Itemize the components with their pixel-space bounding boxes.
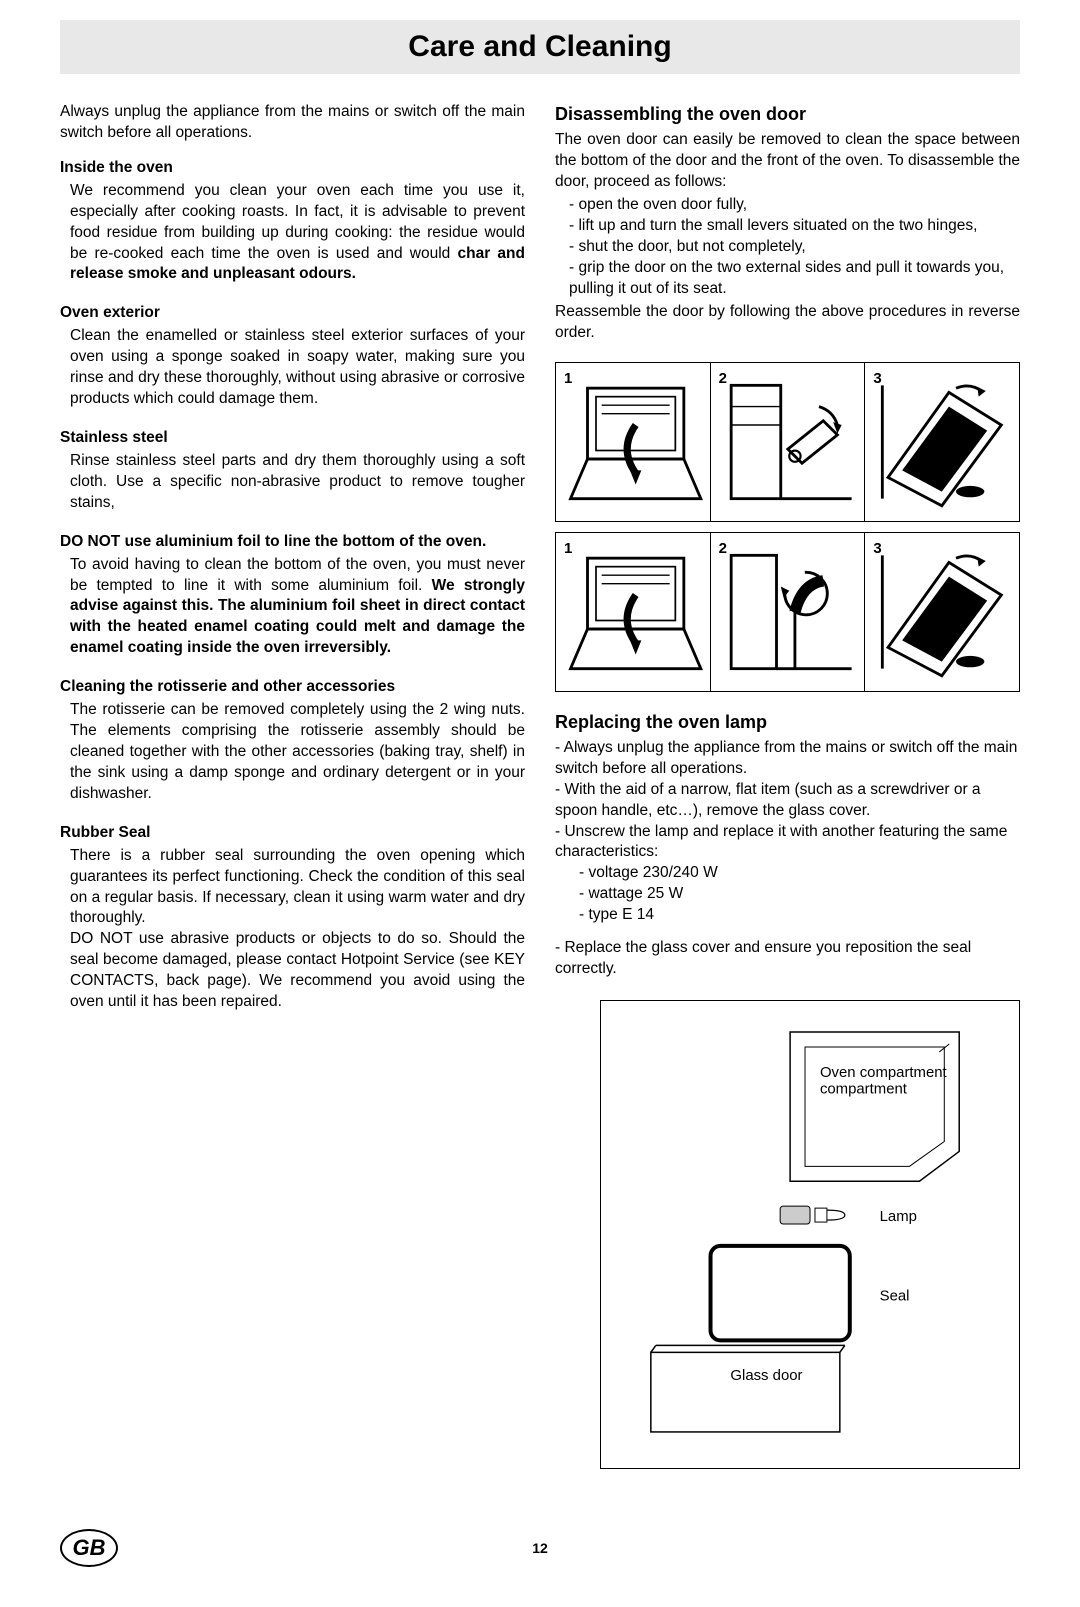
- text-rubber-seal: There is a rubber seal surrounding the o…: [60, 846, 525, 1013]
- lamp-diagram-svg: Oven compartment compartment Lamp Seal G…: [621, 1021, 999, 1441]
- country-badge: GB: [60, 1529, 118, 1567]
- spec-voltage: - voltage 230/240 W: [579, 863, 1020, 884]
- page-number: 12: [532, 1540, 548, 1556]
- text-oven-exterior: Clean the enamelled or stainless steel e…: [60, 326, 525, 410]
- diagram-2-1: 1: [556, 533, 711, 691]
- text-stainless: Rinse stainless steel parts and dry them…: [60, 451, 525, 514]
- diagram-1-2: 2: [711, 363, 866, 521]
- lamp-diagram: Oven compartment compartment Lamp Seal G…: [600, 1000, 1020, 1469]
- heading-oven-exterior: Oven exterior: [60, 303, 525, 324]
- label-oven: Oven compartment: [820, 1064, 948, 1081]
- spec-type: - type E 14: [579, 905, 1020, 926]
- lamp-step-1: - Always unplug the appliance from the m…: [555, 738, 1020, 780]
- diagram-1-3: 3: [865, 363, 1019, 521]
- diagram-row-2: 1 2: [555, 532, 1020, 692]
- text-disassemble-intro: The oven door can easily be removed to c…: [555, 130, 1020, 193]
- label-seal: Seal: [880, 1288, 910, 1305]
- page-footer: GB 12: [60, 1529, 1020, 1567]
- step-4: - grip the door on the two external side…: [569, 258, 1020, 300]
- lamp-step-3: - Unscrew the lamp and replace it with a…: [555, 822, 1020, 864]
- hinge-turn-icon: [717, 539, 859, 685]
- main-columns: Always unplug the appliance from the mai…: [60, 102, 1020, 1469]
- left-column: Always unplug the appliance from the mai…: [60, 102, 525, 1469]
- step-3: - shut the door, but not completely,: [569, 237, 1020, 258]
- lamp-step-2: - With the aid of a narrow, flat item (s…: [555, 780, 1020, 822]
- hinge-lever-icon: [717, 369, 859, 515]
- diagram-2-3: 3: [865, 533, 1019, 691]
- text-foil: To avoid having to clean the bottom of t…: [60, 555, 525, 660]
- lamp-step-4: - Replace the glass cover and ensure you…: [555, 938, 1020, 980]
- diagram-1-1: 1: [556, 363, 711, 521]
- step-1: - open the oven door fully,: [569, 195, 1020, 216]
- label-door: Glass door: [730, 1367, 802, 1384]
- heading-rubber-seal: Rubber Seal: [60, 823, 525, 844]
- spec-wattage: - wattage 25 W: [579, 884, 1020, 905]
- door-angled-icon: [871, 369, 1013, 515]
- heading-inside-oven: Inside the oven: [60, 158, 525, 179]
- label-lamp: Lamp: [880, 1208, 917, 1225]
- oven-open-icon: [562, 369, 704, 515]
- disassemble-steps: - open the oven door fully, - lift up an…: [555, 195, 1020, 300]
- diagram-row-1: 1 2: [555, 362, 1020, 522]
- oven-open-icon: [562, 539, 704, 685]
- heading-stainless: Stainless steel: [60, 428, 525, 449]
- diagram-2-2: 2: [711, 533, 866, 691]
- text-rotisserie: The rotisserie can be removed completely…: [60, 700, 525, 805]
- heading-foil: DO NOT use aluminium foil to line the bo…: [60, 532, 525, 553]
- door-angled-icon: [871, 539, 1013, 685]
- svg-text:compartment: compartment: [820, 1081, 908, 1098]
- lamp-specs: - voltage 230/240 W - wattage 25 W - typ…: [555, 863, 1020, 926]
- step-2: - lift up and turn the small levers situ…: [569, 216, 1020, 237]
- title-bar: Care and Cleaning: [60, 20, 1020, 74]
- heading-replace-lamp: Replacing the oven lamp: [555, 710, 1020, 734]
- heading-rotisserie: Cleaning the rotisserie and other access…: [60, 677, 525, 698]
- right-column: Disassembling the oven door The oven doo…: [555, 102, 1020, 1469]
- text-inside-oven: We recommend you clean your oven each ti…: [60, 181, 525, 286]
- page-title: Care and Cleaning: [60, 30, 1020, 64]
- heading-disassemble: Disassembling the oven door: [555, 102, 1020, 126]
- intro-text: Always unplug the appliance from the mai…: [60, 102, 525, 144]
- text-reassemble: Reassemble the door by following the abo…: [555, 302, 1020, 344]
